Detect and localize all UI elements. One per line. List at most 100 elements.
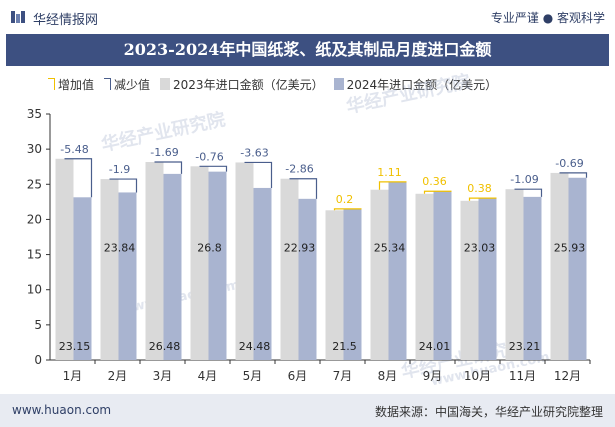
bar-2023 <box>190 166 209 360</box>
logo-icon <box>11 11 25 23</box>
value-label-2024: 21.5 <box>332 340 357 353</box>
change-value-label: -3.63 <box>240 146 268 159</box>
bar-2023 <box>460 200 479 360</box>
decrease-connector <box>289 178 318 199</box>
footer-source: 数据来源：中国海关，华经产业研究院整理 <box>374 405 603 419</box>
bar-2024 <box>73 197 92 360</box>
value-label-2024: 23.21 <box>509 340 541 353</box>
x-tick-label: 2月 <box>108 369 128 383</box>
bar-2024 <box>388 181 407 360</box>
footer-website: www.huaon.com <box>12 403 112 417</box>
bar-2023 <box>55 158 74 360</box>
legend-item-2024: 2024年进口金额（亿美元） <box>333 76 498 93</box>
y-tick-label: 20 <box>27 212 42 226</box>
brand-name: 华经情报网 <box>33 13 99 28</box>
legend-item-decrease: 减少值 <box>104 76 150 93</box>
decrease-swatch-icon <box>104 78 112 90</box>
change-value-label: -1.69 <box>150 146 178 159</box>
value-label-2024: 24.48 <box>239 340 271 353</box>
bar-2023 <box>325 210 344 360</box>
y-tick-label: 0 <box>34 353 42 367</box>
change-value-label: -5.48 <box>60 143 88 156</box>
change-value-label: 0.2 <box>336 193 354 206</box>
value-label-2024: 26.8 <box>197 242 222 255</box>
decrease-connector <box>514 188 543 197</box>
value-label-2024: 23.84 <box>104 242 136 255</box>
chart-area: 0 5 10 15 20 25 30 35 1月 -5.48 23.15 2月 -1.9 23.84 3月 -… <box>27 107 591 383</box>
value-label-2024: 25.93 <box>554 242 586 255</box>
bar-2023 <box>280 178 299 360</box>
bar-2024 <box>343 208 362 360</box>
y-tick-label: 10 <box>27 283 42 297</box>
x-tick-label: 9月 <box>423 369 443 383</box>
series-2024-swatch-icon <box>333 78 344 90</box>
change-value-label: -1.09 <box>510 173 538 186</box>
increase-connector <box>378 181 407 190</box>
increase-connector <box>333 208 362 211</box>
change-value-label: -1.9 <box>109 163 130 176</box>
change-value-label: -2.86 <box>285 163 313 176</box>
x-tick-label: 4月 <box>198 369 218 383</box>
y-tick-label: 25 <box>27 177 42 191</box>
legend-item-2023: 2023年进口金额（亿美元） <box>160 76 324 93</box>
increase-swatch-icon <box>48 78 55 90</box>
bar-2024 <box>118 192 137 360</box>
increase-connector <box>468 197 497 201</box>
x-tick-label: 6月 <box>288 369 308 383</box>
bar-2023 <box>370 189 389 360</box>
change-value-label: -0.69 <box>555 157 583 170</box>
value-label-2024: 26.48 <box>149 340 181 353</box>
bar-2024 <box>208 171 227 360</box>
bar-2023 <box>100 179 119 360</box>
decrease-connector <box>199 165 228 172</box>
bar-2023 <box>235 162 254 360</box>
increase-connector <box>423 190 452 194</box>
x-tick-label: 3月 <box>153 369 173 383</box>
bar-2023 <box>550 172 569 360</box>
bar-2023 <box>505 189 524 360</box>
bar-2024 <box>523 196 542 360</box>
decrease-connector <box>109 178 138 193</box>
x-tick-label: 1月 <box>63 369 83 383</box>
decrease-connector <box>559 172 588 178</box>
bar-2024 <box>163 173 182 360</box>
legend-label-decrease: 减少值 <box>114 77 151 92</box>
title-bar: 2023-2024年中国纸浆、纸及其制品月度进口金额 <box>6 34 609 66</box>
x-tick-label: 11月 <box>509 369 536 383</box>
value-label-2024: 23.15 <box>59 340 91 353</box>
value-label-2024: 23.03 <box>464 242 496 255</box>
slogan: 专业严谨 ● 客观科学 <box>490 11 605 25</box>
legend-label-2023: 2023年进口金额（亿美元） <box>173 77 324 92</box>
y-tick-label: 15 <box>27 248 42 262</box>
x-tick-label: 12月 <box>554 369 581 383</box>
decrease-connector <box>154 161 183 174</box>
chart-title: 2023-2024年中国纸浆、纸及其制品月度进口金额 <box>123 40 492 59</box>
series-2023-swatch-icon <box>160 78 171 90</box>
legend-item-increase: 增加值 <box>48 76 94 93</box>
x-tick-label: 10月 <box>464 369 491 383</box>
top-bar: 华经情报网 专业严谨 ● 客观科学 <box>0 0 615 34</box>
x-tick-label: 8月 <box>378 369 398 383</box>
bar-2023 <box>415 193 434 360</box>
bar-2023 <box>145 162 164 360</box>
bar-2024 <box>478 198 497 360</box>
change-value-label: -0.76 <box>195 150 223 163</box>
change-value-label: 1.11 <box>377 166 402 179</box>
legend: 增加值 减少值 2023年进口金额（亿美元） 2024年进口金额（亿美元） <box>48 74 507 94</box>
y-tick-label: 5 <box>34 318 42 332</box>
change-value-label: 0.36 <box>422 175 447 188</box>
bar-2024 <box>433 191 452 360</box>
legend-label-increase: 增加值 <box>58 77 95 92</box>
legend-label-2024: 2024年进口金额（亿美元） <box>346 77 498 92</box>
value-label-2024: 25.34 <box>374 242 406 255</box>
change-value-label: 0.38 <box>467 182 492 195</box>
y-tick-label: 30 <box>27 142 42 156</box>
value-label-2024: 22.93 <box>284 242 316 255</box>
value-label-2024: 24.01 <box>419 340 451 353</box>
bar-2024 <box>568 177 587 360</box>
y-tick-label: 35 <box>27 107 42 121</box>
footer-bar: www.huaon.com 数据来源：中国海关，华经产业研究院整理 <box>0 394 615 427</box>
decrease-connector <box>244 161 273 188</box>
decrease-connector <box>64 158 93 198</box>
bar-2024 <box>253 187 272 360</box>
